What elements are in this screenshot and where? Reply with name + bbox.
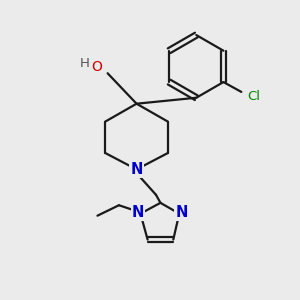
Text: N: N — [176, 205, 188, 220]
Text: H: H — [80, 57, 89, 70]
Text: N: N — [132, 205, 144, 220]
Text: O: O — [92, 60, 102, 74]
Text: Cl: Cl — [247, 91, 260, 103]
Text: N: N — [130, 162, 143, 177]
